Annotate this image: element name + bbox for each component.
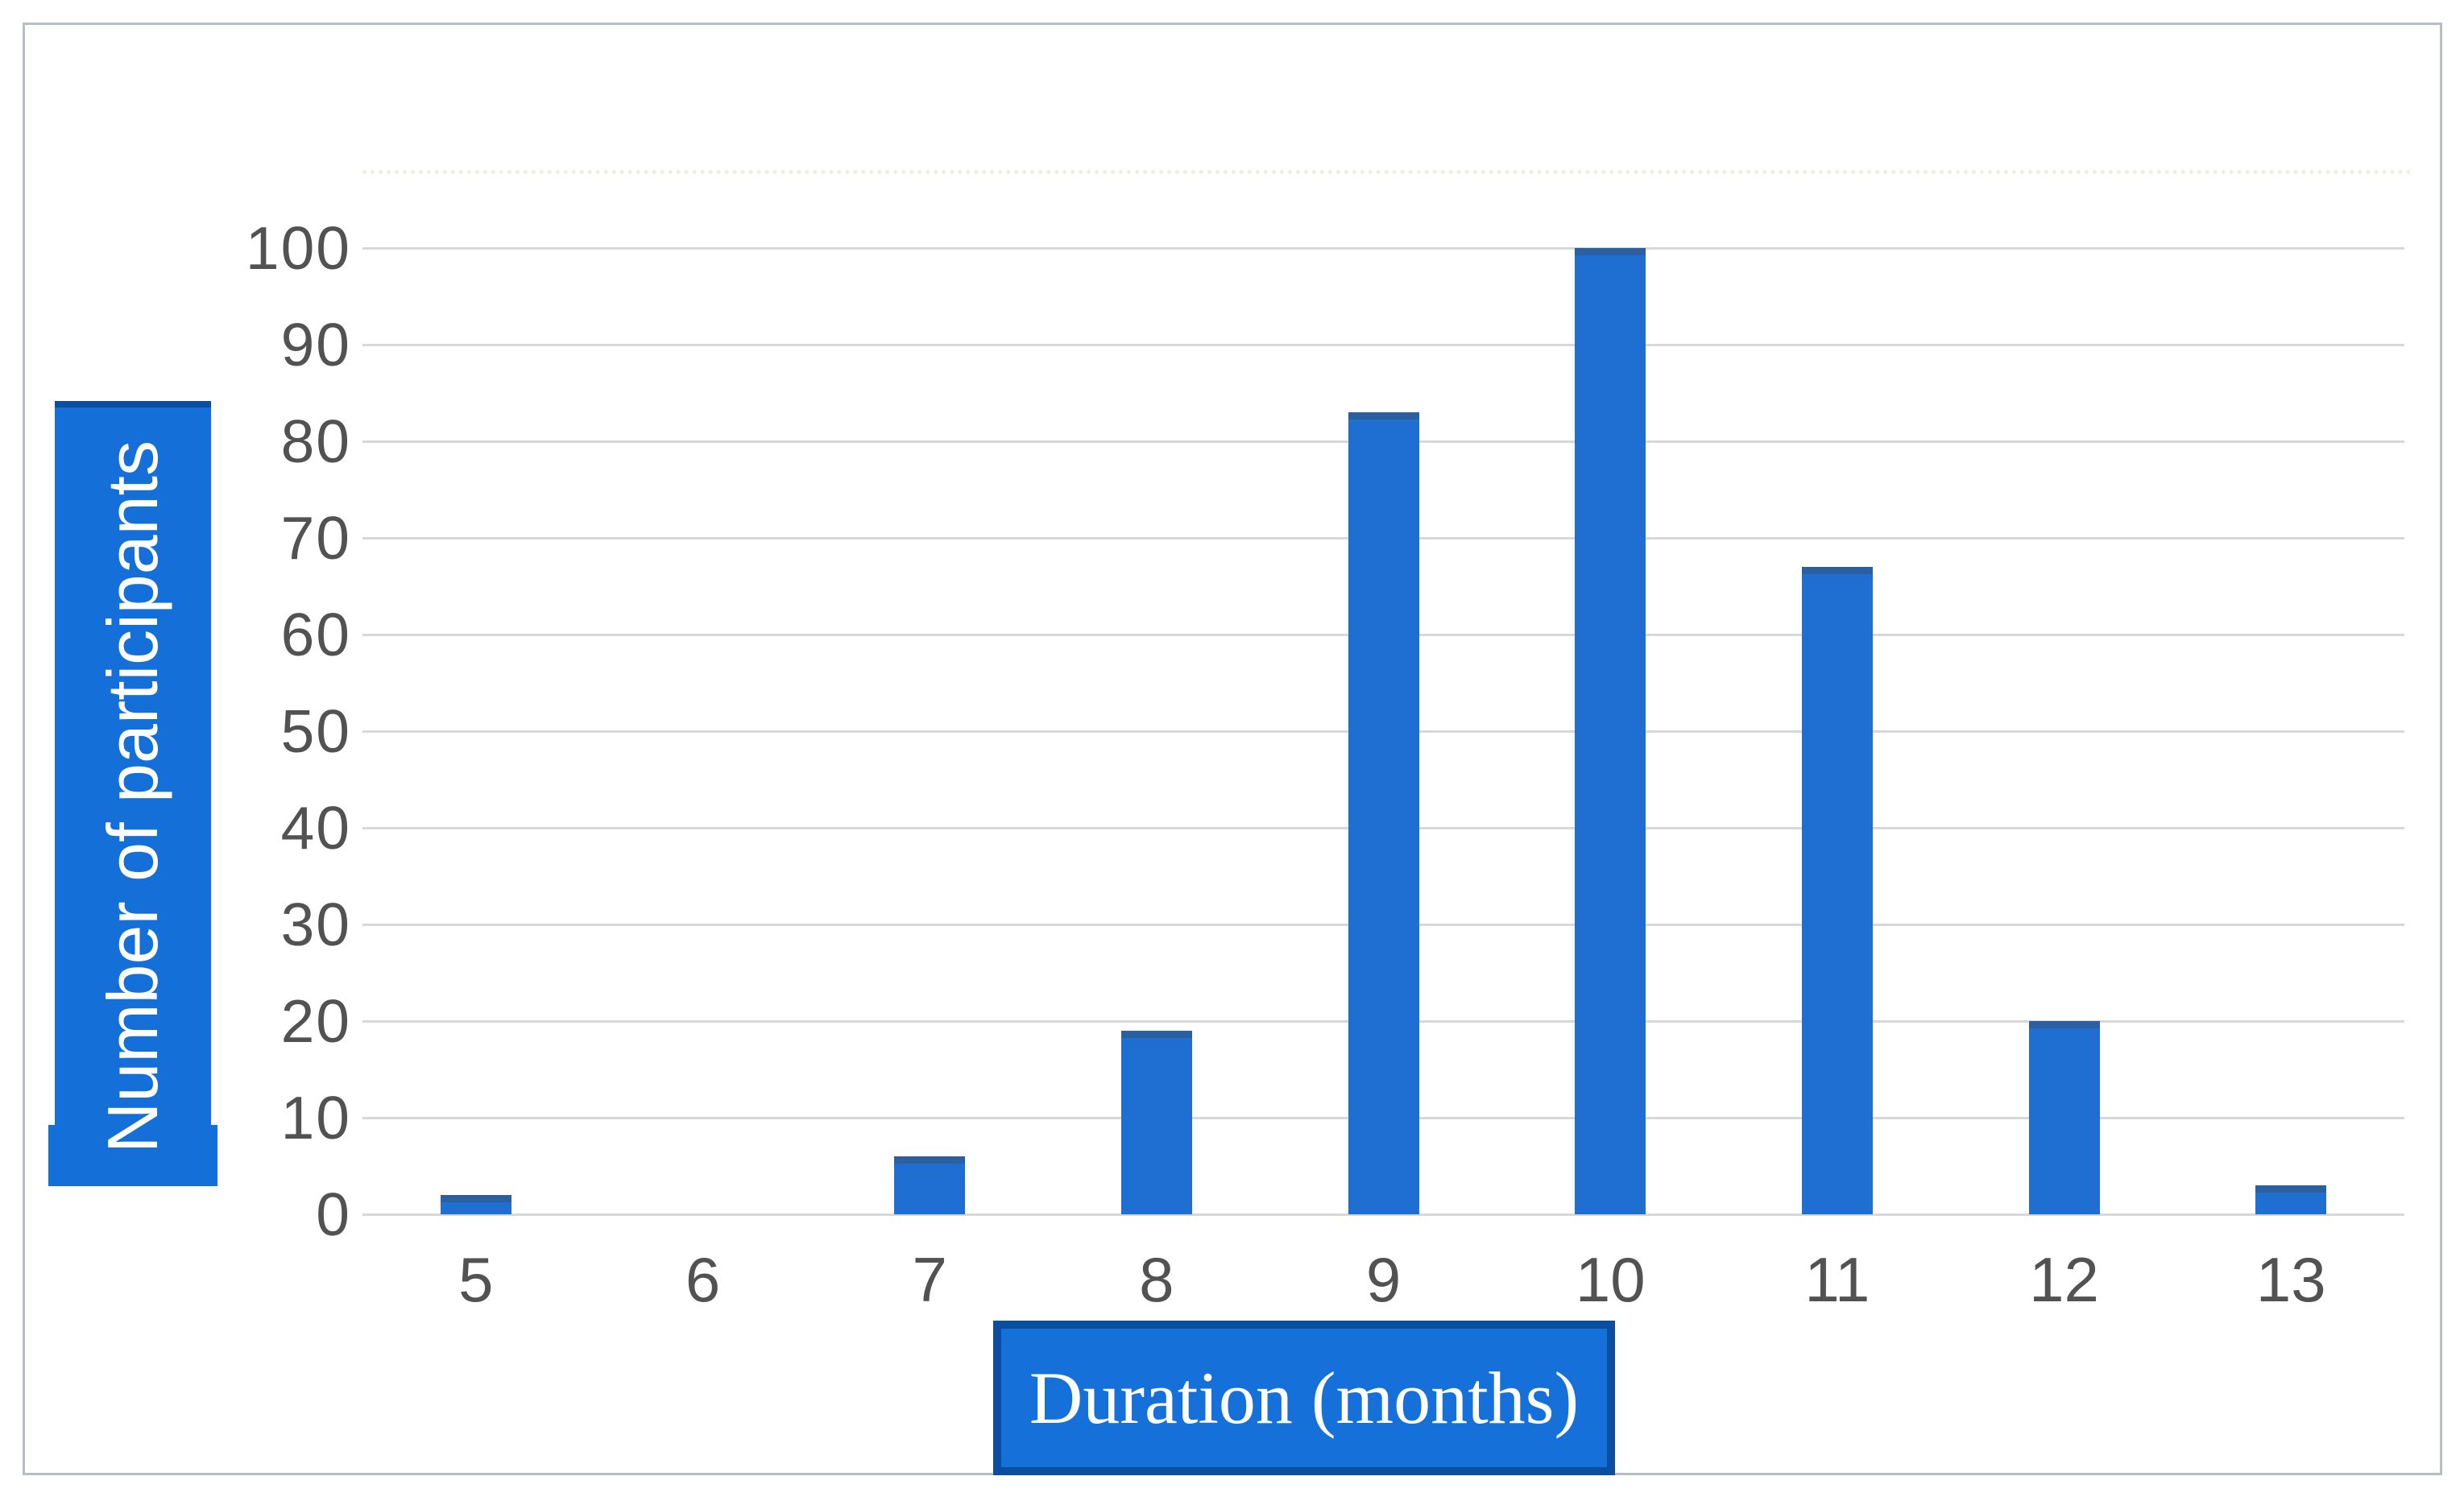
bar-slot-8	[1043, 248, 1270, 1214]
y-tick-label-60: 60	[280, 601, 351, 668]
bar-slot-11	[1724, 248, 1951, 1214]
bar-13	[2255, 1185, 2327, 1214]
gridline-0	[362, 1214, 2404, 1216]
figure-frame: 0 10 20 30 40 50 60 70 80 90 100 5 6 7 8 9 10 11 12 13 Num…	[23, 23, 2442, 1475]
plot-area	[362, 247, 2404, 1216]
bar-5	[440, 1195, 511, 1214]
x-axis-title-box: Duration (months)	[993, 1321, 1615, 1475]
y-tick-label-80: 80	[280, 407, 351, 475]
bar-8	[1120, 1031, 1192, 1214]
y-axis-title: Number of participants	[93, 440, 172, 1154]
x-axis-tick-labels: 5 6 7 8 9 10 11 12 13	[362, 1243, 2404, 1317]
x-tick-label-9: 9	[1365, 1244, 1402, 1315]
x-tick-label-11: 11	[1804, 1244, 1870, 1315]
bar-slot-12	[1951, 248, 2178, 1214]
bar-11	[1801, 567, 1873, 1214]
y-axis-tick-labels: 0 10 20 30 40 50 60 70 80 90 100	[97, 214, 351, 1248]
x-tick-label-13: 13	[2255, 1244, 2326, 1315]
y-tick-label-100: 100	[245, 214, 351, 282]
bar-slot-7	[816, 248, 1043, 1214]
x-tick-label-5: 5	[458, 1244, 494, 1315]
gridline-90	[362, 344, 2404, 346]
y-tick-label-10: 10	[280, 1084, 351, 1152]
x-tick-label-6: 6	[685, 1244, 721, 1315]
y-tick-label-90: 90	[280, 311, 351, 378]
y-axis-title-box: Number of participants	[55, 401, 211, 1186]
bar-10	[1575, 248, 1646, 1214]
x-tick-label-10: 10	[1575, 1244, 1646, 1315]
bar-slot-9	[1270, 248, 1497, 1214]
bar-slot-6	[590, 248, 817, 1214]
x-tick-label-12: 12	[2029, 1244, 2099, 1315]
bar-slot-13	[2177, 248, 2404, 1214]
y-tick-label-20: 20	[280, 987, 351, 1055]
x-tick-label-7: 7	[912, 1244, 947, 1315]
bar-series	[362, 248, 2404, 1214]
bar-7	[894, 1156, 966, 1214]
y-tick-label-50: 50	[280, 697, 351, 765]
x-axis-title: Duration (months)	[1029, 1357, 1580, 1439]
artifact-dotted-line	[362, 170, 2412, 174]
y-tick-label-0: 0	[316, 1181, 351, 1248]
y-tick-label-40: 40	[280, 794, 351, 862]
x-tick-label-8: 8	[1139, 1244, 1174, 1315]
y-tick-label-30: 30	[280, 891, 351, 958]
y-tick-label-70: 70	[280, 504, 351, 572]
bar-9	[1348, 412, 1419, 1214]
bar-slot-10	[1497, 248, 1724, 1214]
bar-12	[2028, 1021, 2100, 1214]
bar-slot-5	[362, 248, 590, 1214]
gridline-100	[362, 247, 2404, 250]
